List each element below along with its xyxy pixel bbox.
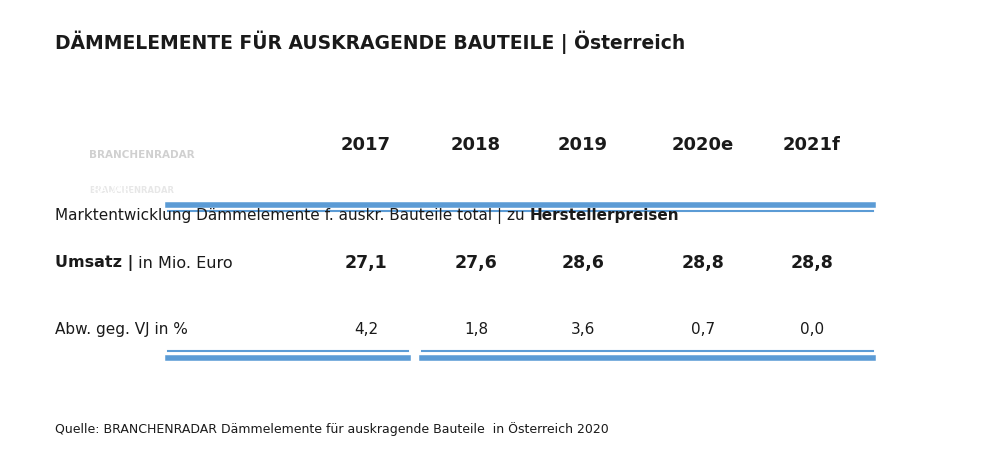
Text: 28,8: 28,8 — [682, 254, 724, 272]
Text: Herstellerpreisen: Herstellerpreisen — [530, 208, 679, 223]
Text: 1,8: 1,8 — [464, 322, 488, 337]
Text: 2021f: 2021f — [783, 136, 841, 154]
Text: Abw. geg. VJ in %: Abw. geg. VJ in % — [55, 322, 188, 337]
Text: 2020e: 2020e — [672, 136, 734, 154]
Text: 0,0: 0,0 — [800, 322, 824, 337]
Text: 2017: 2017 — [341, 136, 391, 154]
Text: DÄMMELEMENTE FÜR AUSKRAGENDE BAUTEILE | Österreich: DÄMMELEMENTE FÜR AUSKRAGENDE BAUTEILE | … — [55, 31, 685, 54]
Text: 3,6: 3,6 — [571, 322, 595, 337]
Text: BRANCHENRADAR: BRANCHENRADAR — [90, 186, 175, 195]
Text: RADAR: RADAR — [93, 185, 132, 195]
Text: 4,2: 4,2 — [354, 322, 378, 337]
Text: 0,7: 0,7 — [691, 322, 715, 337]
Text: BRANCHEN: BRANCHEN — [78, 140, 147, 150]
Text: 2019: 2019 — [558, 136, 608, 154]
Text: 2018: 2018 — [451, 136, 501, 154]
Text: in Mio. Euro: in Mio. Euro — [133, 255, 233, 271]
Text: 27,1: 27,1 — [345, 254, 387, 272]
Text: BRANCHENRADAR: BRANCHENRADAR — [90, 149, 195, 160]
Text: Quelle: BRANCHENRADAR Dämmelemente für auskragende Bauteile  in Österreich 2020: Quelle: BRANCHENRADAR Dämmelemente für a… — [55, 422, 609, 436]
Text: 28,6: 28,6 — [562, 254, 604, 272]
Text: Umsatz |: Umsatz | — [55, 255, 133, 271]
Text: 27,6: 27,6 — [455, 254, 497, 272]
Text: Marktentwicklung Dämmelemente f. auskr. Bauteile total | zu: Marktentwicklung Dämmelemente f. auskr. … — [55, 208, 530, 224]
Text: 28,8: 28,8 — [791, 254, 833, 272]
